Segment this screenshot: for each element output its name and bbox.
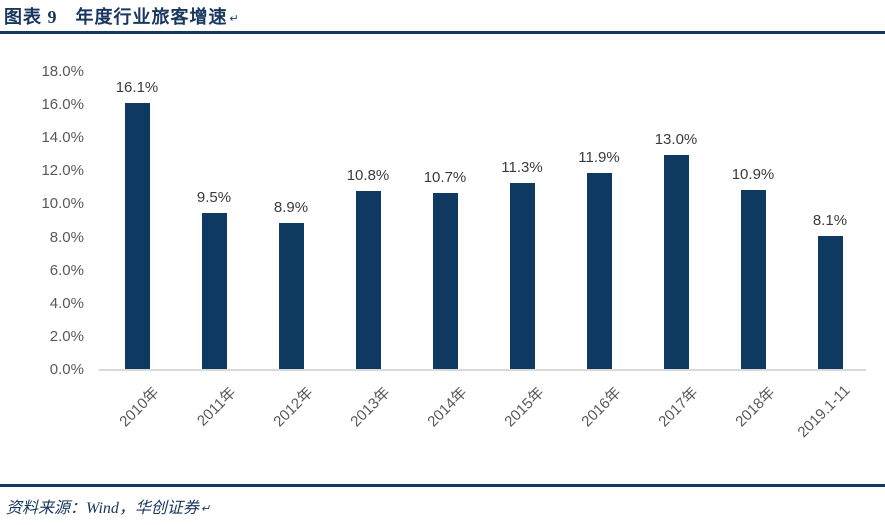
y-axis-tick-label: 8.0% xyxy=(49,228,84,246)
bar-2017年 xyxy=(663,154,689,369)
paragraph-return-mark: ↵ xyxy=(200,503,211,515)
bar-value-label: 10.8% xyxy=(346,167,390,185)
bar-2015年 xyxy=(509,182,535,369)
y-axis-tick-label: 16.0% xyxy=(41,96,84,114)
bar-2016年 xyxy=(586,172,612,369)
y-axis-tick-label: 2.0% xyxy=(49,327,84,345)
figure-title-text: 年度行业旅客增速 xyxy=(75,7,228,27)
bar-value-label: 16.1% xyxy=(115,79,159,97)
source-text: 资料来源：Wind，华创证券 xyxy=(6,500,199,517)
bar-value-label: 8.9% xyxy=(273,198,309,216)
y-axis-tick-label: 0.0% xyxy=(49,361,84,378)
y-axis-tick-label: 4.0% xyxy=(49,294,84,312)
figure-title: 图表 9 年度行业旅客增速 ↵ xyxy=(4,3,240,29)
figure-number-label: 图表 9 xyxy=(4,7,58,27)
y-axis-tick-label: 14.0% xyxy=(41,129,84,147)
x-axis-line xyxy=(99,369,866,371)
bar-2011年 xyxy=(201,212,227,369)
bar-2018年 xyxy=(740,189,766,369)
y-axis-tick-label: 6.0% xyxy=(49,261,84,279)
bar-value-label: 13.0% xyxy=(654,130,698,148)
bar-value-label: 10.7% xyxy=(423,168,467,186)
bar-value-label: 11.9% xyxy=(578,148,620,166)
y-axis-tick-label: 10.0% xyxy=(41,195,84,213)
y-axis-tick-label: 12.0% xyxy=(41,162,84,180)
bar-value-label: 10.9% xyxy=(731,165,775,183)
bar-2014年 xyxy=(432,192,458,369)
footer-divider xyxy=(0,484,885,487)
title-divider xyxy=(0,31,885,34)
bar-value-label: 9.5% xyxy=(196,188,232,206)
bar-value-label: 11.3% xyxy=(501,158,543,176)
y-axis-tick-label: 18.0% xyxy=(41,63,84,80)
source-note: 资料来源：Wind，华创证券 ↵ xyxy=(6,494,210,518)
bar-2019.1-11 xyxy=(817,235,843,369)
bar-2012年 xyxy=(278,222,304,369)
bar-value-label: 8.1% xyxy=(812,211,848,229)
paragraph-return-mark: ↵ xyxy=(229,13,240,25)
bar-2013年 xyxy=(355,191,381,369)
bar-2010年 xyxy=(124,103,150,369)
